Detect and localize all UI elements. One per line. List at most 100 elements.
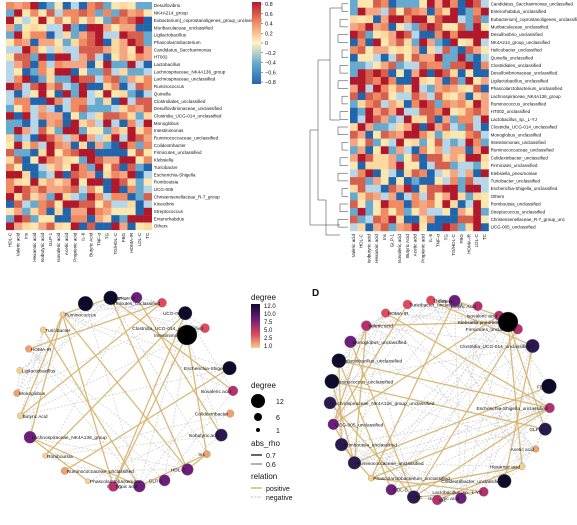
heatmap-a-cell <box>6 134 15 142</box>
heatmap-a-cell <box>135 2 144 10</box>
network-node-label: Lactobacillus_sp._L-YJ <box>432 490 482 496</box>
heatmap-b-cell <box>373 154 381 162</box>
network-edge <box>413 315 500 498</box>
heatmap-a-row-label: Desulfovibrionaceae_unclassified <box>154 106 223 111</box>
heatmap-b-cell <box>427 169 435 178</box>
network-node <box>525 339 540 353</box>
heatmap-a-cell <box>87 2 96 10</box>
heatmap-b-row-label: Klebsiella_pneumoniae <box>491 171 538 176</box>
network-node <box>367 474 375 482</box>
heatmap-a-cell <box>78 75 88 84</box>
heatmap-b-cell <box>388 215 397 224</box>
network-edge <box>371 477 484 493</box>
heatmap-a-cell <box>95 16 104 25</box>
heatmap-a-row-label: Others <box>154 224 168 229</box>
network-node-label: TC <box>87 302 94 308</box>
heatmap-a-row-label: Eubacterium]_coprostanoligenes_group_unc… <box>154 18 262 23</box>
heatmap-a-cell <box>14 126 23 135</box>
heatmap-b-cell <box>411 107 420 116</box>
heatmap-b-cell <box>465 15 474 24</box>
heatmap-b-cell <box>427 100 435 108</box>
heatmap-b-cell <box>480 200 489 209</box>
heatmap-b-cell <box>380 207 389 216</box>
heatmap-b-cell <box>411 30 420 39</box>
heatmap-a-cell <box>22 156 31 164</box>
heatmap-a-cell <box>54 2 63 10</box>
network-edge <box>460 345 533 499</box>
heatmap-a-cell <box>46 2 55 10</box>
heatmap-a-cell <box>54 193 63 201</box>
network-edge <box>28 348 188 470</box>
heatmap-b-cell <box>427 69 435 78</box>
heatmap-b-cell <box>450 107 458 116</box>
heatmap-b-cell <box>480 146 489 155</box>
heatmap-b-cell <box>473 215 482 224</box>
heatmap-a-cell <box>70 163 80 172</box>
heatmap-a-cell <box>22 16 31 25</box>
heatmap-b-cell <box>480 123 489 132</box>
heatmap-a-cell <box>78 60 88 69</box>
network-node <box>478 486 489 497</box>
heatmap-b-cell <box>442 84 451 93</box>
network-node-label: Lachnospiraceae_NK4A136_group_unclassifi… <box>332 401 435 407</box>
heatmap-b-cell <box>450 161 458 170</box>
heatmap-a-cell <box>87 163 96 172</box>
heatmap-a-cell <box>70 2 80 10</box>
heatmap-a-cell <box>143 31 152 39</box>
heatmap-b-cell <box>480 138 489 147</box>
heatmap-b-cell <box>357 200 366 209</box>
heatmap-b-cell <box>419 7 428 16</box>
heatmap-a-cell <box>46 75 55 84</box>
heatmap-a-cell <box>22 163 31 172</box>
heatmap-b-cell <box>411 38 420 47</box>
heatmap-b-row-label: HT002_unclassified <box>491 109 531 114</box>
heatmap-b-cell <box>350 154 358 162</box>
network-edge <box>338 312 386 361</box>
heatmap-b-cell <box>427 0 435 8</box>
heatmap-b-cell <box>442 146 451 155</box>
heatmap-a-cell <box>95 207 104 216</box>
heatmap-a-cell <box>14 119 23 128</box>
heatmap-b-cell <box>442 123 451 132</box>
heatmap-a-cell <box>78 2 88 10</box>
heatmap-a-cell <box>135 38 144 47</box>
heatmap-b-cell <box>434 23 443 31</box>
heatmap-b-cell <box>365 184 374 193</box>
heatmap-b-cell <box>434 46 443 55</box>
heatmap-a-cell <box>6 90 15 98</box>
heatmap-b-cell <box>442 154 451 162</box>
heatmap-a-cell <box>95 24 104 32</box>
heatmap-b-cell <box>396 23 405 31</box>
heatmap-b-cell <box>388 100 397 108</box>
heatmap-a-cell <box>70 141 80 150</box>
network-node-label: Ins <box>198 452 205 458</box>
heatmap-b-cell <box>473 53 482 62</box>
heatmap-b-cell <box>442 161 451 170</box>
heatmap-b-cell <box>380 107 389 116</box>
heatmap-b-cell <box>419 192 428 201</box>
heatmap-a-row-label: NK4A214_group <box>154 11 188 16</box>
heatmap-a-cell <box>70 222 80 231</box>
network-node <box>323 396 337 410</box>
heatmap-a-cell <box>6 2 15 10</box>
heatmap-a-cell <box>46 200 55 208</box>
heatmap-a-cell <box>78 16 88 25</box>
heatmap-b-cell <box>365 154 374 162</box>
network-edge <box>391 407 550 490</box>
heatmap-b-cell <box>388 130 397 139</box>
heatmap-b-cell <box>434 200 443 209</box>
network-node <box>214 428 228 442</box>
heatmap-b-cell <box>450 92 458 101</box>
heatmap-a-cell <box>54 75 63 84</box>
heatmap-b-cell <box>480 215 489 224</box>
heatmap-b-cell <box>396 15 405 24</box>
heatmap-a-cell <box>6 97 15 106</box>
degree-tick: 12.0 <box>264 304 276 310</box>
heatmap-b-dendrogram <box>309 3 348 236</box>
heatmap-a-cell <box>119 134 128 142</box>
heatmap-a-cell <box>70 119 80 128</box>
heatmap-a-col-label: LDL-C <box>137 232 142 246</box>
heatmap-b-cell <box>434 154 443 162</box>
network-node <box>13 389 21 397</box>
heatmap-a-cell <box>14 163 23 172</box>
